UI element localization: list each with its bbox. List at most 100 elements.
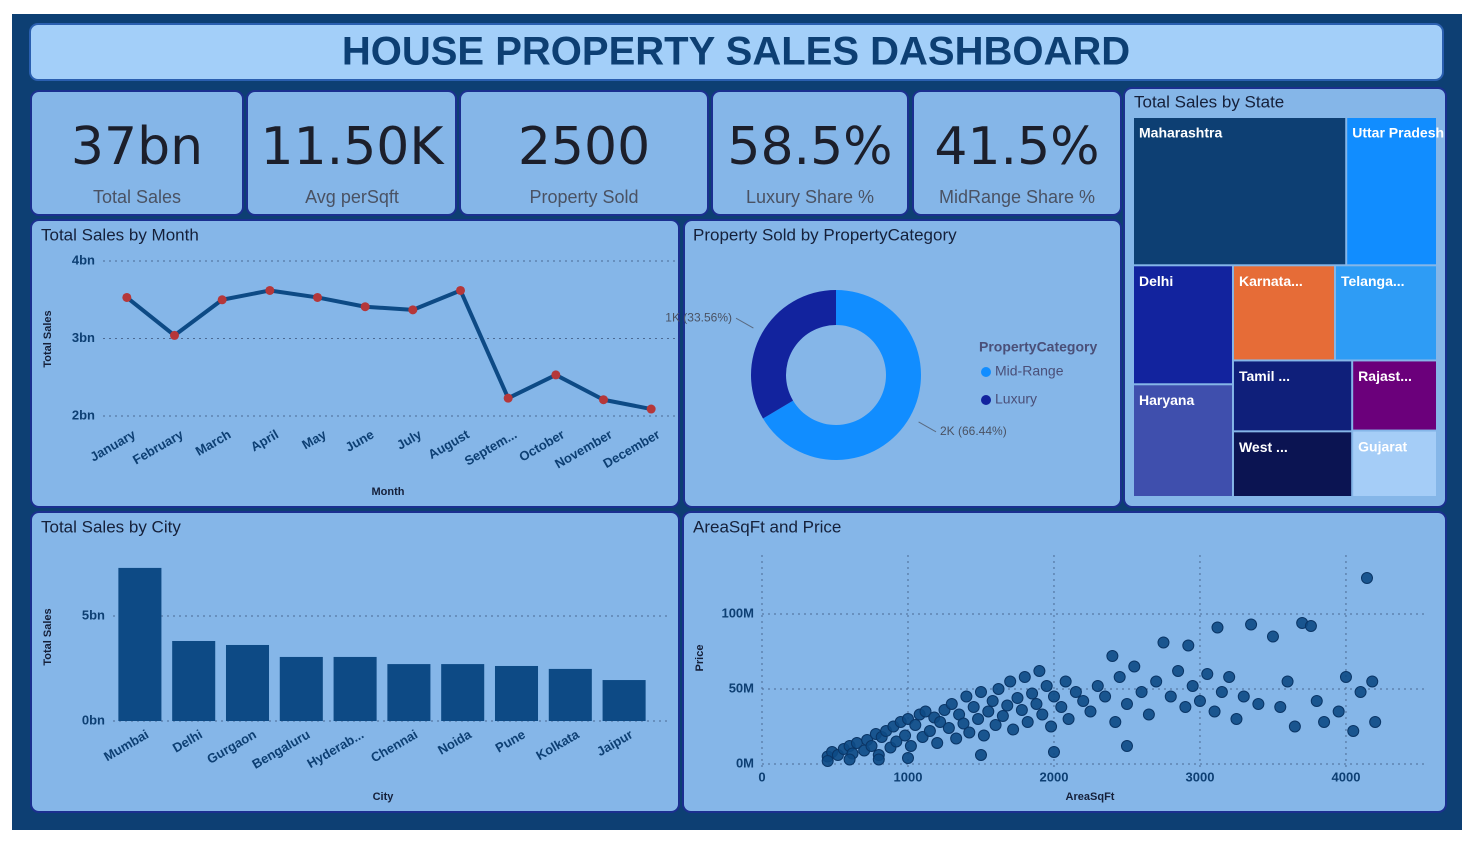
marker <box>408 305 418 315</box>
point <box>909 719 922 731</box>
kpi-card <box>246 90 457 216</box>
marker <box>217 295 227 305</box>
kpi-card <box>711 90 909 216</box>
point <box>1120 698 1133 710</box>
point <box>1055 701 1068 713</box>
treemap-tile <box>1347 118 1436 265</box>
point <box>1106 650 1119 662</box>
point <box>1040 680 1053 692</box>
y-axis-title: Total Sales <box>42 608 54 665</box>
point <box>1347 725 1360 737</box>
point <box>1091 680 1104 692</box>
chart-title: AreaSqFt and Price <box>693 517 841 536</box>
bar <box>225 644 270 721</box>
point <box>1120 740 1133 752</box>
point <box>1179 701 1192 713</box>
point <box>974 749 987 761</box>
point <box>923 725 936 737</box>
kpi-label: Total Sales <box>93 187 181 207</box>
point <box>974 686 987 698</box>
point <box>1142 708 1155 721</box>
point <box>1069 686 1082 698</box>
kpi-label: Luxury Share % <box>746 187 874 207</box>
kpi-value: 2500 <box>518 117 650 177</box>
leader-line <box>918 421 937 433</box>
point <box>901 752 914 764</box>
point <box>934 716 947 728</box>
point <box>1339 671 1352 683</box>
point <box>1211 621 1224 634</box>
bar <box>602 680 646 721</box>
y-tick-label: 5bn <box>82 607 105 622</box>
kpi-label: MidRange Share % <box>939 187 1095 207</box>
kpi-card <box>912 90 1122 216</box>
tile-label: Telanga... <box>1341 273 1405 289</box>
scatter-panel <box>682 511 1447 813</box>
bar <box>118 567 162 721</box>
kpi-card <box>30 90 244 216</box>
kpi-value: 58.5% <box>727 117 892 177</box>
point <box>942 722 955 734</box>
y-tick-label: 0bn <box>82 712 105 727</box>
point <box>1018 671 1031 683</box>
data-label: 1K (33.56%) <box>665 310 732 324</box>
point <box>1011 692 1024 704</box>
point <box>899 729 912 742</box>
treemap-tile <box>1335 266 1436 360</box>
y-tick-label: 2bn <box>72 407 95 422</box>
chart-title: Total Sales by State <box>1134 92 1284 111</box>
tile-label: Karnata... <box>1239 273 1303 289</box>
kpi-label: Property Sold <box>529 187 638 207</box>
x-axis-title: City <box>373 791 395 803</box>
point <box>972 713 985 725</box>
bar <box>333 656 377 721</box>
point <box>1369 716 1382 728</box>
chart-title: Total Sales by City <box>41 517 181 536</box>
y-tick-label: 50M <box>729 680 754 695</box>
bar <box>494 665 539 721</box>
point <box>1237 690 1250 703</box>
bar <box>172 640 216 721</box>
tile-label: Delhi <box>1139 273 1173 289</box>
point <box>1230 713 1243 725</box>
point <box>1193 695 1206 707</box>
tile-label: Uttar Pradesh <box>1352 125 1444 141</box>
donut-slice <box>750 290 836 419</box>
point <box>1059 675 1072 688</box>
point <box>1310 695 1323 707</box>
point <box>1215 686 1228 698</box>
point <box>1021 716 1034 728</box>
point <box>1366 675 1379 688</box>
marker <box>599 395 608 405</box>
x-axis-title: Month <box>372 486 405 498</box>
donut-slice <box>763 290 921 460</box>
legend-swatch <box>981 367 991 377</box>
tile-label: Tamil ... <box>1239 368 1290 384</box>
line <box>125 288 652 411</box>
marker <box>170 330 179 340</box>
tile-label: Maharashtra <box>1139 125 1222 141</box>
legend-label: Mid-Range <box>995 363 1064 379</box>
point <box>1015 704 1028 716</box>
tile-label: Gujarat <box>1358 438 1407 454</box>
point <box>986 695 999 707</box>
point <box>989 719 1002 731</box>
point <box>904 740 917 752</box>
point <box>1304 620 1317 632</box>
point <box>1077 695 1090 707</box>
point <box>1047 746 1060 758</box>
point <box>957 717 970 730</box>
point <box>1157 636 1170 649</box>
legend-swatch <box>981 395 991 405</box>
point <box>1164 690 1177 703</box>
x-axis-title: AreaSqFt <box>1066 791 1115 803</box>
point <box>1252 698 1265 710</box>
point <box>1030 698 1043 710</box>
point <box>996 710 1009 722</box>
kpi-value: 11.50K <box>261 117 446 177</box>
point <box>1001 699 1014 712</box>
y-axis-title: Total Sales <box>42 310 54 367</box>
leader-line <box>735 317 754 329</box>
x-tick-label: 2000 <box>1040 769 1069 784</box>
bar <box>279 656 323 721</box>
